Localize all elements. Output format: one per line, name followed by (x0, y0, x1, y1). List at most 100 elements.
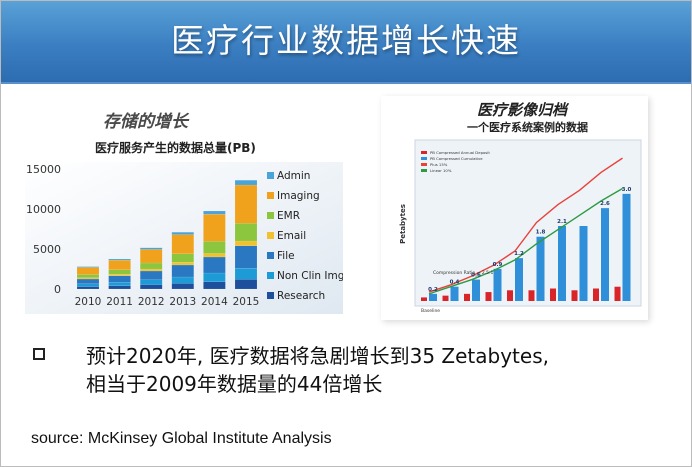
chart-subtitle: 一个医疗系统案例的数据 (467, 120, 588, 134)
bar-cumulative (579, 226, 588, 301)
baseline-label: Baseline (421, 308, 440, 314)
bar-segment-research (234, 279, 258, 290)
bar-segment-imaging (108, 259, 131, 270)
slide-title: 医疗行业数据增长快速 (171, 21, 521, 60)
chart-subtitle: 医疗服务产生的数据总量(PB) (95, 140, 256, 155)
bar-cumulative (450, 286, 459, 301)
bar-segment-emr (76, 274, 100, 279)
data-label: 1.2 (514, 251, 524, 257)
bar-segment-file (171, 264, 195, 278)
bar-segment-non-clin-img (139, 279, 163, 285)
bar-segment-email (171, 261, 195, 266)
bar-annual-deposit (571, 290, 578, 301)
bar-segment-imaging (171, 234, 195, 255)
bar-segment-file (203, 256, 226, 274)
bar-cumulative (515, 258, 523, 301)
bar-cumulative (558, 226, 566, 301)
bar-segment-email (139, 268, 163, 272)
bar-annual-deposit (485, 292, 492, 301)
bar-annual-deposit (593, 288, 599, 301)
legend-swatch (267, 212, 274, 219)
imaging-archive-svg: 医疗影像归档 一个医疗系统案例的数据 Petabytes PB Compress… (399, 101, 642, 314)
y-axis: 0 5000 10000 15000 (26, 163, 61, 296)
bar-cumulative (472, 279, 480, 301)
legend-label: File (277, 250, 295, 262)
bar-segment-emr (108, 269, 131, 275)
bar-segment-emr (234, 223, 258, 242)
bar-segment-research (76, 286, 100, 290)
bar-annual-deposit (464, 293, 470, 301)
legend-swatch (267, 252, 274, 259)
bar-segment-non-clin-img (234, 267, 258, 280)
bar-annual-deposit (550, 288, 556, 301)
legend-swatch (421, 151, 427, 154)
bar-segment-email (108, 273, 131, 276)
legend-swatch (267, 192, 274, 199)
legend-label: Plus 15% (430, 162, 448, 167)
data-label: 0.2 (428, 287, 438, 293)
y-tick-label: 0 (54, 283, 61, 296)
bar-segment-imaging (234, 184, 258, 224)
storage-growth-chart: 存储的增长 医疗服务产生的数据总量(PB) 0 5000 10000 15000 20… (25, 96, 344, 314)
legend-label: PB Compressed Annual Deposit (430, 150, 490, 155)
bar-segment-research (139, 284, 163, 290)
legend-swatch (421, 157, 427, 160)
legend: Admin Imaging EMR Email File Non Clin Img Rese… (267, 170, 344, 302)
y-tick-label: 10000 (26, 203, 61, 216)
y-tick-label: 5000 (33, 243, 61, 256)
data-labels: 0.2 0.4 0.6 0.9 1.2 1.8 2.1 2.6 3.0 (428, 187, 631, 293)
data-label: 1.8 (536, 230, 546, 236)
x-tick-label: 2013 (169, 296, 196, 308)
data-label: 2.6 (600, 201, 610, 207)
bar-segment-imaging (203, 213, 226, 242)
data-label: 2.1 (557, 219, 567, 225)
bar-segment-research (203, 281, 226, 290)
bar-annual-deposit (442, 295, 449, 301)
x-tick-label: 2010 (75, 296, 102, 308)
bar-segment-research (108, 285, 131, 290)
bar-cumulative (622, 193, 631, 301)
bullet-square-icon (33, 348, 45, 360)
source-citation: source: McKinsey Global Institute Analys… (31, 430, 332, 447)
data-label: 0.9 (493, 262, 503, 268)
bar-segment-file (108, 275, 131, 283)
bar-segment-admin (171, 231, 195, 235)
x-axis: 2010 2011 2012 2013 2014 2015 (75, 296, 260, 308)
legend-label: Email (277, 230, 306, 242)
imaging-archive-chart: 医疗影像归档 一个医疗系统案例的数据 Petabytes PB Compress… (381, 96, 648, 320)
data-label: 3.0 (622, 187, 632, 193)
legend-swatch (421, 169, 427, 172)
bar-segment-admin (234, 179, 258, 186)
bar-segment-emr (139, 262, 163, 270)
bar-segment-email (234, 240, 258, 247)
bar-segment-admin (139, 247, 163, 250)
line-linear-10 (428, 187, 623, 295)
bars (421, 193, 631, 301)
legend-label: Admin (277, 170, 310, 182)
storage-growth-svg: 存储的增长 医疗服务产生的数据总量(PB) 0 5000 10000 15000 20… (25, 112, 344, 314)
legend-swatch (267, 292, 274, 299)
bar-cumulative (601, 208, 609, 301)
legend-label: PB Compressed Cumulative (430, 156, 483, 161)
bar-segment-email (203, 253, 226, 258)
line-plus-15 (428, 157, 623, 293)
bar-segment-research (171, 283, 195, 290)
title-bar: 医疗行业数据增长快速 (0, 0, 692, 84)
bar-annual-deposit (421, 297, 427, 301)
trend-lines (428, 157, 623, 295)
y-axis-label: Petabytes (399, 204, 407, 244)
bar-cumulative (429, 293, 437, 301)
legend-label: Imaging (277, 190, 320, 202)
bar-segment-file (234, 245, 258, 269)
legend-swatch (267, 232, 274, 239)
bar-segment-file (76, 278, 100, 285)
chart-title: 医疗影像归档 (477, 101, 570, 119)
bar-segment-admin (203, 210, 226, 215)
legend-label: EMR (277, 210, 300, 222)
bar-segment-emr (171, 253, 195, 263)
bar-segment-admin (108, 258, 131, 261)
bar-cumulative (536, 236, 545, 301)
bar-segment-imaging (139, 249, 163, 264)
bar-segment-non-clin-img (171, 276, 195, 284)
